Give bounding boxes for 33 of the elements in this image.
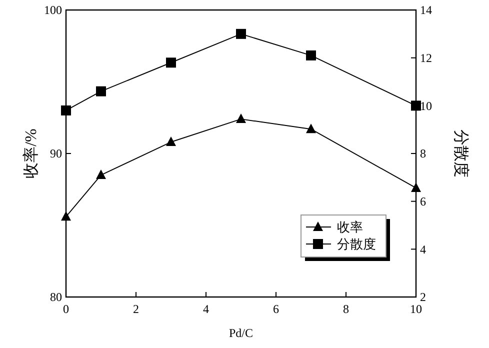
legend-label: 收率: [337, 220, 363, 235]
point: [236, 28, 246, 39]
y2-tick-label: 2: [420, 290, 426, 304]
point: [96, 86, 106, 96]
y-tick-label: 100: [44, 3, 62, 18]
y2-tick-label: 14: [420, 3, 432, 18]
y2-axis-title: 分散度: [452, 130, 470, 178]
y2-tick-label: 10: [420, 98, 432, 113]
point: [306, 124, 316, 134]
x-tick-label: 0: [63, 302, 69, 316]
x-tick-label: 2: [133, 302, 139, 316]
x-axis-title: Pd/C: [228, 326, 254, 340]
y-axis-title: 收率/%: [22, 128, 40, 178]
x-tick-label: 6: [273, 302, 279, 316]
y-tick-label: 80: [50, 290, 62, 304]
legend-label: 分散度: [337, 236, 376, 252]
point: [166, 58, 176, 68]
x-tick-label: 10: [410, 302, 422, 316]
point: [61, 105, 71, 116]
point: [411, 182, 421, 192]
y-tick-label: 90: [50, 146, 62, 161]
y2-tick-label: 4: [420, 242, 426, 256]
y2-tick-label: 12: [420, 51, 432, 66]
point: [166, 136, 176, 146]
point: [61, 211, 71, 221]
point: [236, 114, 246, 124]
x-tick-label: 8: [343, 302, 349, 316]
point: [96, 170, 106, 180]
y2-tick-label: 6: [420, 194, 426, 209]
y2-tick-label: 8: [420, 146, 426, 161]
x-tick-label: 4: [203, 302, 209, 316]
point: [411, 100, 421, 111]
point: [306, 50, 316, 60]
